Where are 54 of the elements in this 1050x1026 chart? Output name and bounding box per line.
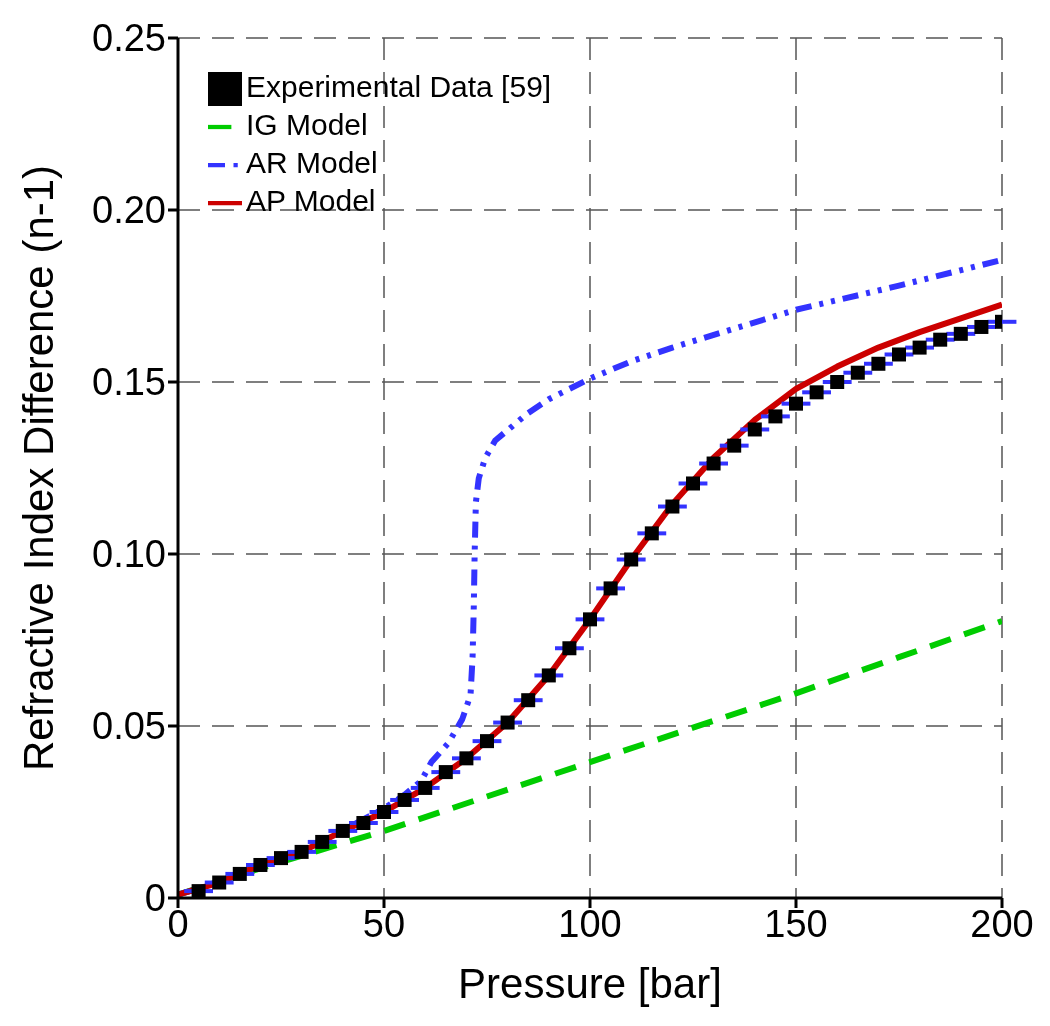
- point: [418, 780, 433, 795]
- point: [253, 857, 268, 872]
- point: [624, 552, 639, 567]
- point: [541, 668, 556, 683]
- point: [809, 385, 824, 400]
- y-axis-title: Refractive Index Difference (n-1): [14, 164, 62, 772]
- point: [644, 526, 659, 541]
- y-tick-label: 0.10: [92, 533, 166, 576]
- x-tick-label: 50: [362, 902, 406, 945]
- y-tick-label: 0.20: [92, 189, 166, 232]
- point: [665, 499, 680, 514]
- point: [603, 581, 618, 596]
- point: [274, 851, 288, 866]
- point: [912, 340, 927, 355]
- point: [706, 456, 721, 471]
- point: [789, 396, 803, 411]
- x-tick-label: 150: [764, 902, 828, 945]
- point: [377, 805, 391, 819]
- legend-label: Experimental Data [59]: [246, 70, 552, 103]
- point: [315, 834, 330, 849]
- point: [830, 375, 845, 389]
- point: [892, 347, 906, 362]
- y-tick-label: 0.05: [92, 705, 166, 748]
- point: [974, 319, 989, 334]
- point: [232, 866, 247, 881]
- point: [356, 816, 371, 831]
- legend-label: AP Model: [246, 184, 376, 218]
- point: [521, 693, 536, 708]
- point: [480, 734, 494, 749]
- point: [686, 476, 700, 491]
- point: [953, 326, 968, 341]
- x-tick-label: 200: [970, 902, 1034, 945]
- point: [562, 641, 577, 656]
- point: [191, 884, 206, 898]
- point: [397, 792, 412, 807]
- point: [335, 823, 350, 838]
- point: [727, 438, 742, 453]
- x-tick-label: 100: [558, 902, 622, 945]
- point: [294, 844, 309, 859]
- x-axis-title: Pressure [bar]: [458, 960, 722, 1007]
- y-tick-label: 0.15: [92, 361, 166, 404]
- legend-label: IG Model: [246, 108, 368, 142]
- point: [583, 612, 597, 627]
- point: [500, 715, 515, 730]
- legend-label: AR Model: [246, 146, 378, 180]
- point: [459, 751, 474, 766]
- point: [768, 409, 783, 424]
- point: [871, 356, 886, 371]
- point: [850, 365, 865, 380]
- point: [438, 765, 453, 780]
- point: [933, 332, 948, 347]
- y-tick-label: 0.25: [92, 17, 166, 60]
- point: [747, 422, 762, 437]
- point: [212, 875, 227, 890]
